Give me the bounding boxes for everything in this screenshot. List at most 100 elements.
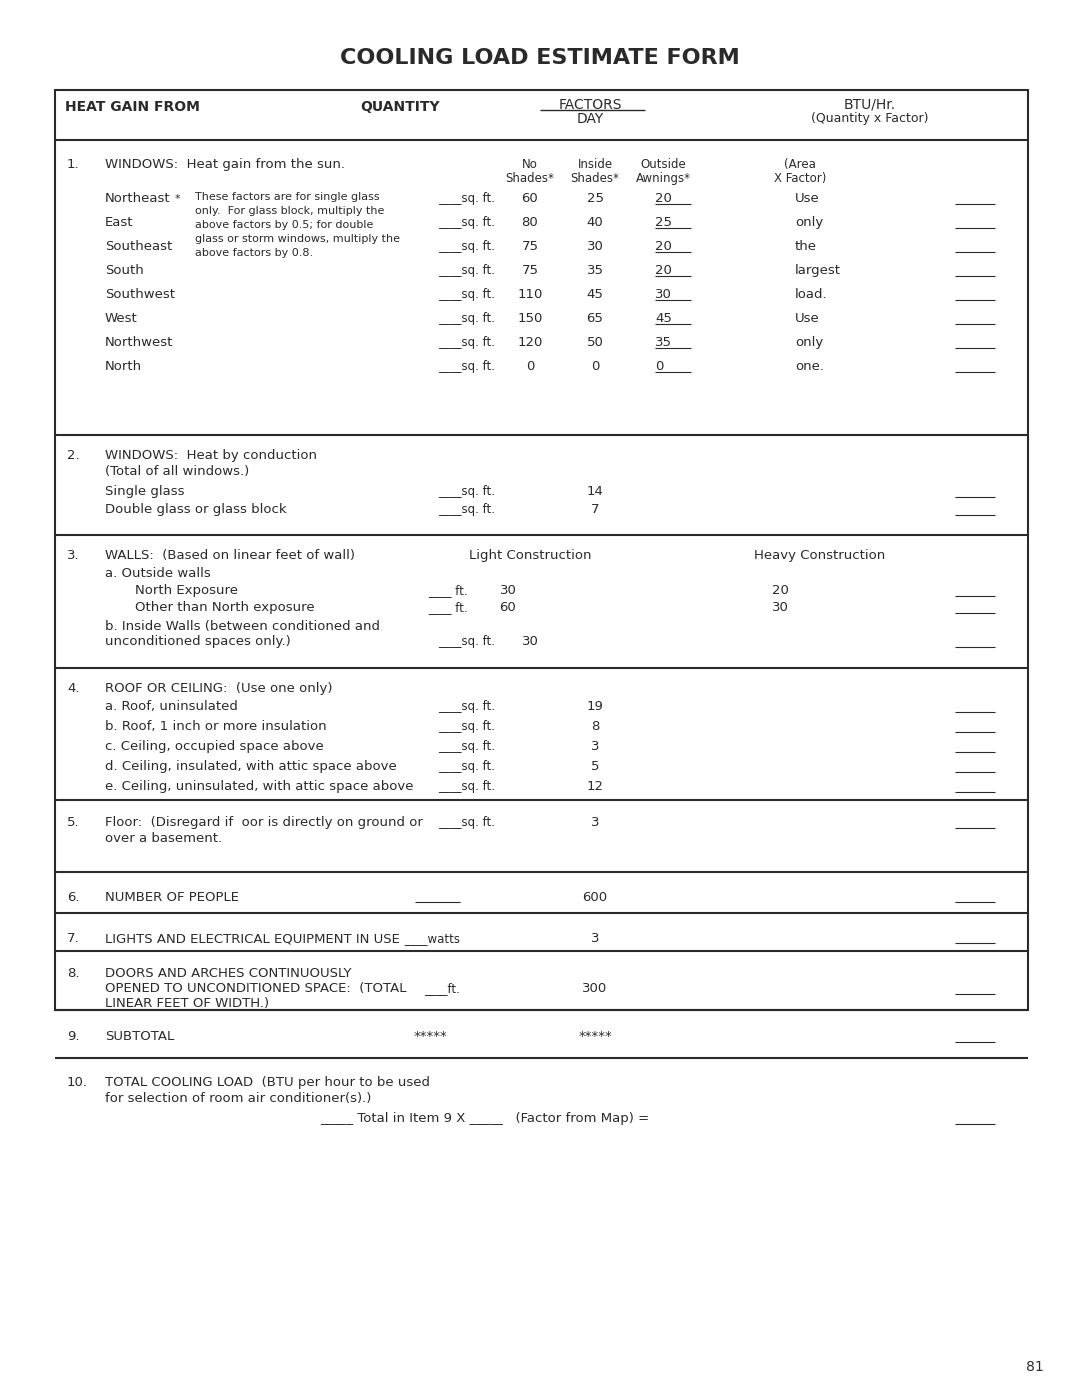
Text: only: only [795, 217, 823, 229]
Text: NUMBER OF PEOPLE: NUMBER OF PEOPLE [105, 891, 239, 904]
Text: East: East [105, 217, 134, 229]
Text: for selection of room air conditioner(s).): for selection of room air conditioner(s)… [105, 1092, 372, 1105]
Text: *: * [175, 194, 180, 204]
Text: 0: 0 [591, 360, 599, 373]
Text: ____sq. ft.: ____sq. ft. [438, 485, 495, 497]
Text: largest: largest [795, 264, 841, 277]
Text: e. Ceiling, uninsulated, with attic space above: e. Ceiling, uninsulated, with attic spac… [105, 780, 414, 793]
Text: *****: ***** [578, 1030, 612, 1044]
Text: ____sq. ft.: ____sq. ft. [438, 816, 495, 828]
Text: FACTORS: FACTORS [558, 98, 622, 112]
Text: 6.: 6. [67, 891, 80, 904]
Text: X Factor): X Factor) [773, 172, 826, 184]
Text: Shades*: Shades* [570, 172, 620, 184]
Text: Outside: Outside [640, 158, 686, 170]
Text: above factors by 0.5; for double: above factors by 0.5; for double [195, 219, 374, 231]
Text: above factors by 0.8.: above factors by 0.8. [195, 249, 313, 258]
Text: 8.: 8. [67, 967, 80, 981]
Text: 3: 3 [591, 932, 599, 944]
Text: ____sq. ft.: ____sq. ft. [438, 760, 495, 773]
Text: South: South [105, 264, 144, 277]
Text: 9.: 9. [67, 1030, 80, 1044]
Text: the: the [795, 240, 816, 253]
Text: LIGHTS AND ELECTRICAL EQUIPMENT IN USE: LIGHTS AND ELECTRICAL EQUIPMENT IN USE [105, 932, 400, 944]
Text: DOORS AND ARCHES CONTINUOUSLY: DOORS AND ARCHES CONTINUOUSLY [105, 967, 351, 981]
Text: Northwest: Northwest [105, 337, 174, 349]
Text: 300: 300 [582, 982, 608, 995]
Text: North: North [105, 360, 143, 373]
Text: 60: 60 [522, 191, 538, 205]
Text: ____watts: ____watts [404, 932, 460, 944]
Text: No: No [522, 158, 538, 170]
Text: 10.: 10. [67, 1076, 87, 1090]
Text: d. Ceiling, insulated, with attic space above: d. Ceiling, insulated, with attic space … [105, 760, 396, 773]
Text: ____ ft.: ____ ft. [429, 601, 468, 615]
Text: 20: 20 [771, 584, 788, 597]
Text: These factors are for single glass: These factors are for single glass [195, 191, 380, 203]
Text: 30: 30 [586, 240, 604, 253]
Text: glass or storm windows, multiply the: glass or storm windows, multiply the [195, 235, 400, 244]
Text: 30: 30 [500, 584, 516, 597]
Text: Southwest: Southwest [105, 288, 175, 300]
Text: ____sq. ft.: ____sq. ft. [438, 217, 495, 229]
Text: 25: 25 [586, 191, 604, 205]
Text: West: West [105, 312, 138, 326]
Text: only: only [795, 337, 823, 349]
Text: 3.: 3. [67, 549, 80, 562]
Text: 4.: 4. [67, 682, 80, 694]
Text: ____sq. ft.: ____sq. ft. [438, 191, 495, 205]
Text: Double glass or glass block: Double glass or glass block [105, 503, 286, 515]
Text: unconditioned spaces only.): unconditioned spaces only.) [105, 636, 291, 648]
Text: ____sq. ft.: ____sq. ft. [438, 264, 495, 277]
Text: 600: 600 [582, 891, 608, 904]
Text: 35: 35 [654, 337, 672, 349]
Text: ____sq. ft.: ____sq. ft. [438, 740, 495, 753]
Text: WALLS:  (Based on linear feet of wall): WALLS: (Based on linear feet of wall) [105, 549, 355, 562]
Text: only.  For glass block, multiply the: only. For glass block, multiply the [195, 205, 384, 217]
Text: COOLING LOAD ESTIMATE FORM: COOLING LOAD ESTIMATE FORM [340, 47, 740, 68]
Text: 7: 7 [591, 503, 599, 515]
Text: (Quantity x Factor): (Quantity x Factor) [811, 112, 929, 124]
Text: 35: 35 [586, 264, 604, 277]
Text: 8: 8 [591, 719, 599, 733]
Text: 5: 5 [591, 760, 599, 773]
Text: 1.: 1. [67, 158, 80, 170]
Text: North Exposure: North Exposure [135, 584, 238, 597]
Text: QUANTITY: QUANTITY [361, 101, 440, 115]
Text: WINDOWS:  Heat by conduction: WINDOWS: Heat by conduction [105, 448, 318, 462]
Text: Use: Use [795, 191, 820, 205]
Text: 75: 75 [522, 264, 539, 277]
Text: ____sq. ft.: ____sq. ft. [438, 636, 495, 648]
Text: b. Inside Walls (between conditioned and: b. Inside Walls (between conditioned and [105, 620, 380, 633]
Text: Awnings*: Awnings* [635, 172, 690, 184]
Text: 5.: 5. [67, 816, 80, 828]
Text: 45: 45 [654, 312, 672, 326]
Text: ____sq. ft.: ____sq. ft. [438, 312, 495, 326]
Text: TOTAL COOLING LOAD  (BTU per hour to be used: TOTAL COOLING LOAD (BTU per hour to be u… [105, 1076, 430, 1090]
Text: 110: 110 [517, 288, 542, 300]
Text: 20: 20 [654, 264, 672, 277]
Text: Single glass: Single glass [105, 485, 185, 497]
Text: 75: 75 [522, 240, 539, 253]
Text: HEAT GAIN FROM: HEAT GAIN FROM [65, 101, 200, 115]
Text: 2.: 2. [67, 448, 80, 462]
Text: 3: 3 [591, 816, 599, 828]
Text: 0: 0 [654, 360, 663, 373]
Text: DAY: DAY [577, 112, 604, 126]
Text: _____ Total in Item 9 X _____   (Factor from Map) =: _____ Total in Item 9 X _____ (Factor fr… [320, 1112, 649, 1125]
Text: b. Roof, 1 inch or more insulation: b. Roof, 1 inch or more insulation [105, 719, 326, 733]
Text: Shades*: Shades* [505, 172, 554, 184]
Text: a. Outside walls: a. Outside walls [105, 567, 211, 580]
Bar [55, 89, 1028, 1010]
Text: 19: 19 [586, 700, 604, 712]
Text: 25: 25 [654, 217, 672, 229]
Text: ____ft.: ____ft. [424, 982, 460, 995]
Text: Floor:  (Disregard if  oor is directly on ground or: Floor: (Disregard if oor is directly on … [105, 816, 423, 828]
Text: 12: 12 [586, 780, 604, 793]
Text: ____sq. ft.: ____sq. ft. [438, 360, 495, 373]
Text: 120: 120 [517, 337, 542, 349]
Text: load.: load. [795, 288, 827, 300]
Text: over a basement.: over a basement. [105, 833, 222, 845]
Text: 45: 45 [586, 288, 604, 300]
Text: 0: 0 [526, 360, 535, 373]
